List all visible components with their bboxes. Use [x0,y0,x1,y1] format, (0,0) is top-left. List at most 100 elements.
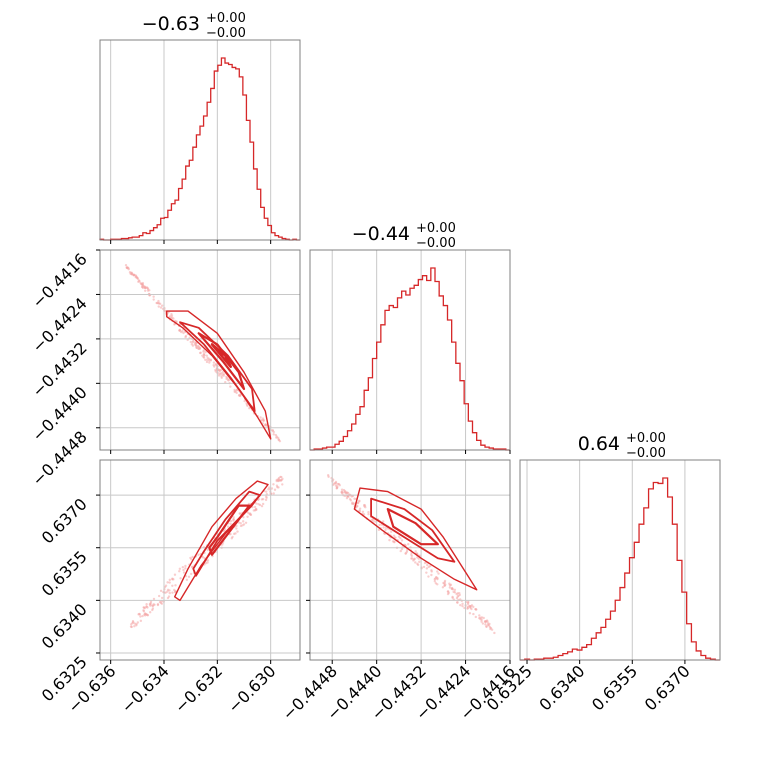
scatter-point-p0-p2 [182,568,185,572]
scatter-point-p1-p2 [362,513,366,516]
scatter-point-p0-p2 [267,488,270,491]
scatter-point-p1-p2 [393,541,396,544]
scatter-point-p0-p2 [164,584,168,587]
scatter-point-p0-p1 [243,399,246,403]
scatter-point-p1-p2 [326,474,330,477]
scatter-point-p1-p2 [384,528,387,532]
scatter-point-p0-p2 [226,525,230,528]
scatter-point-p1-p2 [410,554,414,558]
histogram-p0 [99,57,300,241]
scatter-point-p0-p1 [208,361,211,364]
scatter-point-p0-p2 [260,498,264,501]
scatter-point-p0-p2 [272,483,275,486]
scatter-point-p1-p2 [343,491,346,494]
scatter-point-p1-p2 [470,607,473,611]
scatter-point-p0-p2 [206,561,209,564]
title-param-0: −0.63 +0.00 −0.00 [142,11,246,41]
scatter-point-p0-p1 [209,359,213,362]
scatter-point-p0-p2 [168,581,171,584]
scatter-point-p0-p2 [275,484,279,487]
scatter-point-p1-p2 [488,625,492,629]
scatter-point-p0-p1 [220,372,223,375]
scatter-point-p0-p2 [171,584,174,587]
scatter-point-p0-p2 [145,603,148,606]
scatter-point-p1-p2 [422,565,426,569]
scatter-point-p0-p2 [187,575,191,579]
scatter-point-p0-p2 [133,622,136,625]
scatter-point-p0-p2 [171,591,174,594]
scatter-point-p0-p1 [170,314,174,318]
scatter-point-p0-p2 [173,573,177,576]
scatter-point-p1-p2 [489,627,492,631]
scatter-point-p0-p1 [124,263,128,267]
scatter-point-p1-p2 [414,561,417,564]
scatter-point-p1-p2 [382,526,385,529]
scatter-point-p1-p2 [430,570,433,573]
scatter-point-p1-p2 [361,510,365,513]
scatter-point-p0-p1 [202,356,206,359]
scatter-point-p1-p2 [341,492,344,495]
scatter-point-p1-p2 [458,591,461,595]
scatter-point-p0-p2 [277,486,280,489]
scatter-point-p1-p2 [484,620,487,624]
scatter-point-p1-p2 [333,481,337,485]
scatter-point-p0-p2 [173,588,176,592]
scatter-point-p0-p2 [184,564,187,568]
contour-p0-p1-2 [197,332,246,390]
panel-frame-0-0 [99,39,301,241]
scatter-point-p1-p2 [444,583,447,586]
scatter-point-p0-p2 [160,596,164,600]
scatter-point-p1-p2 [416,556,419,559]
scatter-point-p1-p2 [433,580,437,583]
scatter-point-p0-p1 [262,418,265,422]
scatter-point-p1-p2 [334,484,338,487]
scatter-point-p0-p2 [242,515,245,519]
scatter-point-p0-p2 [264,498,268,502]
scatter-point-p1-p2 [448,586,452,589]
scatter-point-p1-p2 [480,620,483,623]
scatter-point-p1-p2 [446,592,450,596]
title-plus-0: +0.00 [206,11,246,26]
contour-p0-p1-1 [179,321,256,412]
scatter-point-p1-p2 [484,623,487,626]
scatter-point-p1-p2 [493,631,496,635]
panel-frame-2-1 [309,459,511,661]
scatter-point-p0-p2 [182,571,186,574]
title-plus-2: +0.00 [626,431,666,446]
scatter-point-p0-p2 [242,523,246,526]
scatter-point-p0-p1 [180,330,183,334]
scatter-point-p1-p2 [466,607,469,610]
scatter-point-p1-p2 [410,557,414,560]
scatter-point-p1-p2 [358,507,362,510]
scatter-point-p0-p1 [264,423,267,426]
scatter-point-p0-p1 [213,365,216,368]
scatter-point-p0-p1 [158,302,162,306]
scatter-point-p0-p2 [206,559,210,562]
contour-p0-p1-3 [210,343,232,368]
x-tick-label-2-2: 0.6355 [588,661,641,714]
scatter-point-p1-p2 [381,520,385,523]
scatter-point-p0-p1 [229,385,232,388]
scatter-point-p0-p2 [168,589,171,592]
scatter-point-p0-p2 [252,509,256,512]
scatter-point-p0-p1 [227,379,230,382]
scatter-point-p0-p1 [275,435,279,438]
scatter-point-p0-p2 [130,625,133,629]
scatter-point-p1-p2 [453,588,457,592]
scatter-point-p0-p1 [126,266,129,269]
contour-p0-p2-0 [174,480,269,602]
title-minus-0: −0.00 [206,26,246,41]
scatter-point-p0-p2 [168,578,171,582]
scatter-point-p1-p2 [392,534,396,537]
scatter-point-p0-p2 [232,518,235,521]
scatter-point-p0-p2 [189,556,192,560]
scatter-point-p1-p2 [418,560,421,564]
histogram-p2 [520,477,720,661]
scatter-point-p1-p2 [425,567,429,570]
contour-layer [166,310,478,602]
scatter-point-p0-p1 [226,376,229,380]
scatter-point-p0-p2 [241,520,245,523]
scatter-point-p1-p2 [475,608,478,611]
scatter-point-p0-p1 [202,350,205,353]
scatter-point-p0-p2 [138,613,141,616]
